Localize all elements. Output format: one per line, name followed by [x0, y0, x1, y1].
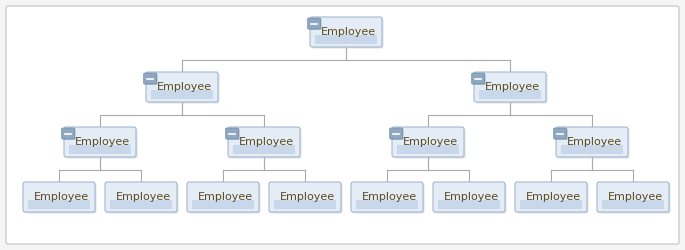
FancyBboxPatch shape	[228, 127, 300, 157]
FancyBboxPatch shape	[146, 72, 218, 102]
FancyBboxPatch shape	[434, 184, 506, 214]
Text: Employee: Employee	[156, 82, 212, 92]
Bar	[233, 145, 295, 154]
FancyBboxPatch shape	[516, 184, 588, 214]
FancyBboxPatch shape	[351, 182, 423, 212]
Text: Employee: Employee	[34, 192, 88, 202]
Bar	[479, 90, 541, 99]
Text: Employee: Employee	[75, 137, 129, 147]
Text: Employee: Employee	[525, 192, 581, 202]
FancyBboxPatch shape	[144, 73, 157, 84]
Bar	[520, 200, 582, 209]
FancyBboxPatch shape	[597, 182, 669, 212]
FancyBboxPatch shape	[225, 128, 238, 139]
Text: Employee: Employee	[197, 192, 253, 202]
FancyBboxPatch shape	[187, 182, 259, 212]
FancyBboxPatch shape	[25, 184, 97, 214]
FancyBboxPatch shape	[390, 128, 403, 139]
Bar	[274, 200, 336, 209]
Text: Employee: Employee	[484, 82, 540, 92]
FancyBboxPatch shape	[309, 19, 322, 30]
FancyBboxPatch shape	[310, 17, 382, 47]
FancyBboxPatch shape	[6, 6, 679, 244]
Bar	[602, 200, 664, 209]
FancyBboxPatch shape	[474, 72, 546, 102]
FancyBboxPatch shape	[390, 129, 403, 140]
FancyBboxPatch shape	[473, 74, 486, 85]
FancyBboxPatch shape	[106, 184, 179, 214]
Bar	[438, 200, 500, 209]
FancyBboxPatch shape	[308, 18, 321, 29]
FancyBboxPatch shape	[62, 128, 75, 139]
FancyBboxPatch shape	[23, 182, 95, 212]
FancyBboxPatch shape	[472, 73, 485, 84]
FancyBboxPatch shape	[66, 128, 138, 158]
FancyBboxPatch shape	[312, 18, 384, 48]
FancyBboxPatch shape	[553, 128, 566, 139]
FancyBboxPatch shape	[227, 129, 240, 140]
FancyBboxPatch shape	[271, 184, 342, 214]
Text: Employee: Employee	[116, 192, 171, 202]
Text: Employee: Employee	[321, 27, 375, 37]
FancyBboxPatch shape	[229, 128, 301, 158]
FancyBboxPatch shape	[269, 182, 341, 212]
Text: Employee: Employee	[402, 137, 458, 147]
FancyBboxPatch shape	[188, 184, 260, 214]
FancyBboxPatch shape	[64, 127, 136, 157]
Text: Employee: Employee	[443, 192, 499, 202]
Bar	[397, 145, 459, 154]
FancyBboxPatch shape	[393, 128, 466, 158]
FancyBboxPatch shape	[63, 129, 76, 140]
Bar	[561, 145, 623, 154]
FancyBboxPatch shape	[433, 182, 505, 212]
Text: Employee: Employee	[238, 137, 294, 147]
Text: Employee: Employee	[566, 137, 621, 147]
FancyBboxPatch shape	[599, 184, 671, 214]
Text: Employee: Employee	[608, 192, 662, 202]
Bar	[315, 35, 377, 44]
Bar	[28, 200, 90, 209]
FancyBboxPatch shape	[515, 182, 587, 212]
Bar	[192, 200, 254, 209]
FancyBboxPatch shape	[558, 128, 630, 158]
FancyBboxPatch shape	[353, 184, 425, 214]
Bar	[356, 200, 418, 209]
FancyBboxPatch shape	[475, 74, 547, 104]
Bar	[110, 200, 172, 209]
Text: Employee: Employee	[362, 192, 416, 202]
FancyBboxPatch shape	[556, 127, 628, 157]
FancyBboxPatch shape	[105, 182, 177, 212]
FancyBboxPatch shape	[147, 74, 219, 104]
FancyBboxPatch shape	[145, 74, 158, 85]
FancyBboxPatch shape	[392, 127, 464, 157]
Text: Employee: Employee	[279, 192, 334, 202]
FancyBboxPatch shape	[555, 129, 568, 140]
Bar	[69, 145, 131, 154]
Bar	[151, 90, 213, 99]
